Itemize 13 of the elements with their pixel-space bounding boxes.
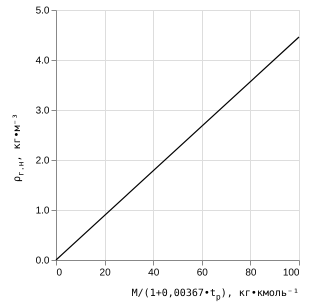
y-tick-label: 3.0: [36, 106, 50, 116]
x-tick-label: 60: [196, 268, 208, 278]
y-tick-label: 2.0: [36, 156, 50, 166]
x-tick-label: 0: [56, 268, 62, 278]
x-tick-label: 100: [282, 268, 300, 278]
x-tick-label: 20: [100, 268, 112, 278]
x-tick-label: 80: [245, 268, 257, 278]
x-tick-label: 40: [148, 268, 160, 278]
y-tick-label: 0.0: [36, 256, 50, 266]
y-tick-label: 1.0: [36, 206, 50, 216]
y-axis-title: ρг.н, кг•м⁻³: [12, 113, 26, 182]
y-tick-label: 5.0: [36, 6, 50, 16]
y-tick-label: 4.0: [36, 56, 50, 66]
